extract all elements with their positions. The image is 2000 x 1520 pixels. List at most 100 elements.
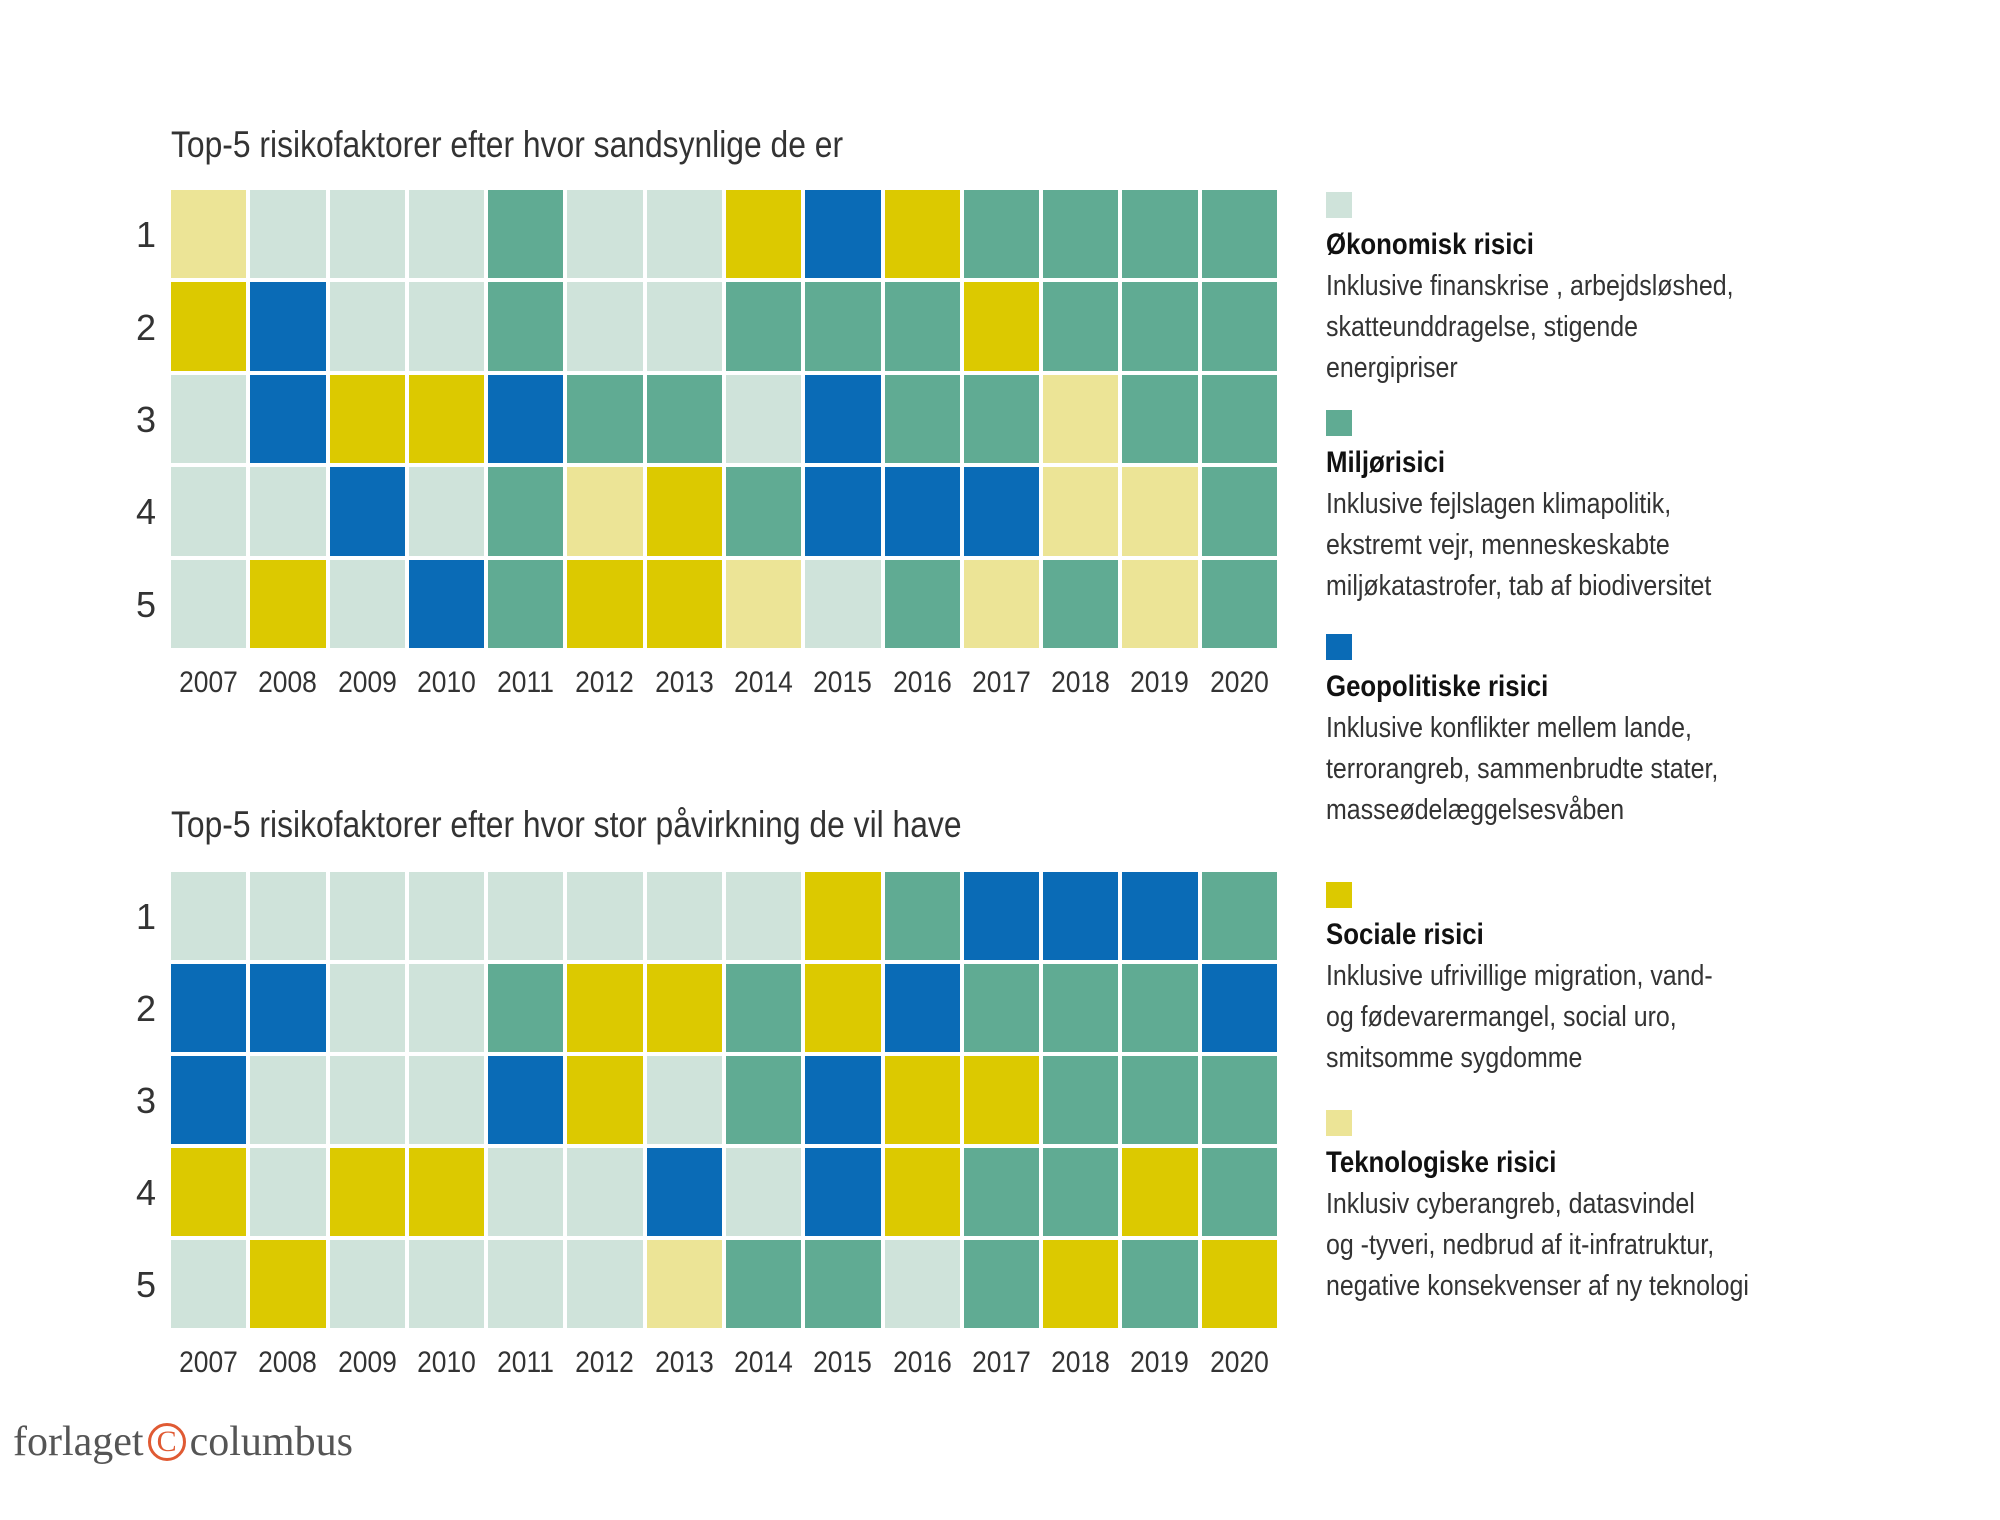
chart-title-likelihood: Top-5 risikofaktorer efter hvor sandsynl… — [171, 124, 844, 165]
heatmap-cell — [250, 559, 326, 648]
legend-swatch — [1326, 882, 1352, 908]
heatmap-cell — [567, 964, 643, 1052]
year-label: 2011 — [497, 666, 555, 699]
heatmap-cell — [884, 282, 960, 371]
year-label: 2018 — [1051, 1346, 1111, 1379]
heatmap-cell — [408, 374, 485, 464]
heatmap-cell — [408, 1056, 485, 1144]
heatmap-cell — [329, 964, 405, 1052]
heatmap-cell — [567, 1240, 643, 1328]
heatmap-cell — [408, 964, 485, 1052]
rank-label: 5 — [135, 583, 157, 625]
heatmap-cell — [884, 872, 960, 960]
heatmap-cell — [805, 872, 881, 960]
legend-description: Inklusive finanskrise , arbejdsløshed, s… — [1326, 270, 1734, 384]
heatmap-cell — [567, 467, 643, 556]
heatmap-cell — [1043, 872, 1119, 960]
heatmap-cell — [567, 1056, 643, 1144]
heatmap-cell — [171, 559, 247, 648]
heatmap-cell — [1201, 872, 1277, 960]
legend-swatch — [1326, 634, 1352, 660]
heatmap-cell — [805, 467, 881, 556]
year-label: 2012 — [575, 1346, 635, 1379]
heatmap-cell — [1122, 467, 1198, 556]
heatmap-cell — [250, 1056, 326, 1144]
legend-title: Sociale risici — [1326, 918, 1484, 951]
heatmap-cell — [1122, 282, 1198, 371]
heatmap-cell — [805, 374, 881, 464]
heatmap-cell — [567, 559, 643, 648]
heatmap-cell — [726, 190, 802, 279]
heatmap-cell — [726, 467, 802, 556]
heatmap-cell — [329, 1148, 405, 1236]
heatmap-cell — [171, 467, 247, 556]
heatmap-cell — [1122, 1148, 1198, 1236]
heatmap-cell — [567, 374, 643, 464]
heatmap-cell — [963, 1240, 1040, 1328]
heatmap-cell — [805, 282, 881, 371]
year-label: 2009 — [337, 1346, 397, 1379]
heatmap-cell — [408, 1148, 485, 1236]
heatmap-cell — [408, 1240, 485, 1328]
heatmap-cell — [1043, 190, 1119, 279]
legend-title: Økonomisk risici — [1326, 228, 1534, 261]
heatmap-cell — [250, 282, 326, 371]
legend-title: Teknologiske risici — [1326, 1146, 1557, 1179]
heatmap-cell — [1043, 559, 1119, 648]
year-label: 2017 — [971, 1346, 1031, 1379]
heatmap-cell — [329, 872, 405, 960]
heatmap-cell — [250, 467, 326, 556]
rank-label: 2 — [135, 988, 157, 1029]
year-label: 2019 — [1130, 1346, 1190, 1379]
heatmap-cell — [250, 190, 326, 279]
heatmap-cell — [171, 1056, 247, 1144]
heatmap-cell — [646, 559, 722, 648]
heatmap-cell — [171, 1240, 247, 1328]
heatmap-cell — [488, 190, 564, 279]
heatmap-cell — [646, 1240, 722, 1328]
heatmap-cell — [408, 872, 485, 960]
heatmap-cell — [488, 282, 564, 371]
heatmap-cell — [884, 374, 960, 464]
heatmap-cell — [805, 1148, 881, 1236]
year-label: 2013 — [654, 1346, 714, 1379]
heatmap-cell — [726, 1056, 802, 1144]
year-label: 2014 — [734, 1346, 793, 1379]
heatmap-cell — [805, 559, 881, 648]
heatmap-cell — [171, 374, 247, 464]
heatmap-cell — [171, 282, 247, 371]
heatmap-cell — [329, 1240, 405, 1328]
heatmap-cell — [805, 1056, 881, 1144]
heatmap-cell — [171, 872, 247, 960]
legend-description: Inklusive konflikter mellem lande, terro… — [1326, 712, 1719, 826]
year-label: 2011 — [497, 1346, 555, 1379]
heatmap-cell — [408, 282, 485, 371]
heatmap-cell — [963, 1056, 1040, 1144]
heatmap-cell — [488, 1056, 564, 1144]
heatmap-cell — [1043, 1056, 1119, 1144]
heatmap-cell — [1201, 964, 1277, 1052]
copyright-c-icon: C — [147, 1423, 186, 1461]
year-label: 2020 — [1209, 666, 1269, 699]
legend-swatch — [1326, 410, 1352, 436]
heatmap-cell — [726, 872, 802, 960]
logo-text-right: columbus — [189, 1419, 353, 1465]
heatmap-cell — [329, 1056, 405, 1144]
heatmap-cell — [1122, 559, 1198, 648]
heatmap-cell — [646, 374, 722, 464]
heatmap-cell — [646, 872, 722, 960]
heatmap-cell — [726, 282, 802, 371]
legend-swatch — [1326, 1110, 1352, 1136]
heatmap-cell — [488, 964, 564, 1052]
heatmap-cell — [1201, 374, 1277, 464]
heatmap-cell — [884, 467, 960, 556]
heatmap-cell — [567, 190, 643, 279]
heatmap-cell — [963, 190, 1040, 279]
heatmap-cell — [1043, 1148, 1119, 1236]
heatmap-cell — [884, 1056, 960, 1144]
heatmap-cell — [329, 374, 405, 464]
heatmap-cell — [805, 1240, 881, 1328]
year-label: 2013 — [654, 666, 714, 699]
year-label: 2010 — [416, 1346, 476, 1379]
heatmap-cell — [805, 190, 881, 279]
